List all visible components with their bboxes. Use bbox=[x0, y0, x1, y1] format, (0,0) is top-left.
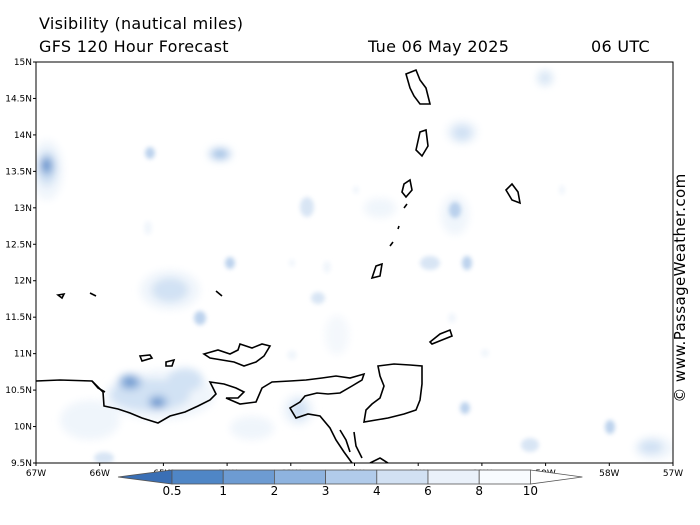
lat-tick-label: 11N bbox=[14, 350, 32, 360]
tobago-outline bbox=[428, 328, 453, 345]
aruba-outline bbox=[56, 292, 66, 300]
st-lucia-outline bbox=[415, 128, 429, 158]
orinoco-delta bbox=[339, 429, 363, 459]
grenadines bbox=[389, 203, 408, 247]
visibility-colorbar: 0.5 1 2 3 4 6 8 10 bbox=[117, 469, 583, 498]
bonaire-outline bbox=[165, 358, 176, 367]
lat-tick-label: 13N bbox=[14, 204, 32, 214]
colorbar-segment bbox=[376, 469, 429, 485]
trinidad-outline bbox=[363, 363, 423, 423]
colorbar-label: 6 bbox=[424, 484, 432, 498]
lat-tick-label: 14.5N bbox=[5, 94, 32, 104]
los-roques bbox=[89, 292, 97, 297]
margarita-outline bbox=[202, 342, 272, 367]
colorbar-segment bbox=[222, 469, 275, 485]
la-orchila bbox=[215, 290, 223, 297]
latitude-axis: 15N 14.5N 14N 13.5N 13N 12.5N 12N 11.5N 11N 10.5N… bbox=[5, 58, 36, 469]
visibility-shading bbox=[36, 70, 673, 463]
colorbar-label: 3 bbox=[322, 484, 330, 498]
lon-tick-label: 66W bbox=[90, 469, 110, 479]
colorbar-segment bbox=[478, 469, 531, 485]
paraguana-peninsula bbox=[91, 380, 106, 393]
lat-tick-label: 15N bbox=[14, 58, 32, 68]
colorbar-label: 0.5 bbox=[162, 484, 181, 498]
grenada-outline bbox=[370, 262, 384, 280]
barbados-outline bbox=[504, 182, 522, 205]
lat-tick-label: 10.5N bbox=[5, 386, 32, 396]
coastlines bbox=[36, 68, 522, 463]
colorbar-label: 4 bbox=[373, 484, 381, 498]
colorbar-label: 8 bbox=[475, 484, 483, 498]
lat-tick-label: 12N bbox=[14, 277, 32, 287]
colorbar-label: 10 bbox=[523, 484, 538, 498]
martinique-outline bbox=[405, 68, 432, 105]
colorbar-min-triangle bbox=[117, 469, 173, 485]
lat-tick-label: 9.5N bbox=[11, 459, 32, 469]
lat-tick-label: 13.5N bbox=[5, 167, 32, 177]
forecast-subtitle: GFS 120 Hour Forecast bbox=[39, 37, 229, 56]
colorbar-segment bbox=[427, 469, 480, 485]
lat-tick-label: 12.5N bbox=[5, 240, 32, 250]
lat-tick-label: 10N bbox=[14, 423, 32, 433]
forecast-time: 06 UTC bbox=[591, 37, 650, 56]
colorbar-max-triangle bbox=[530, 469, 583, 485]
map-title: Visibility (nautical miles) bbox=[39, 14, 244, 33]
colorbar-segment bbox=[171, 469, 224, 485]
lat-tick-label: 14N bbox=[14, 131, 32, 141]
lon-tick-label: 67W bbox=[26, 469, 46, 479]
lon-tick-label: 57W bbox=[663, 469, 683, 479]
st-vincent-outline bbox=[401, 178, 413, 199]
lon-tick-label: 58W bbox=[599, 469, 619, 479]
colorbar-label: 1 bbox=[219, 484, 227, 498]
curacao-outline bbox=[138, 354, 154, 362]
lat-tick-label: 11.5N bbox=[5, 313, 32, 323]
forecast-date: Tue 06 May 2025 bbox=[368, 37, 510, 56]
colorbar-label: 2 bbox=[271, 484, 279, 498]
venezuela-coast bbox=[36, 372, 389, 463]
colorbar-segment bbox=[273, 469, 326, 485]
colorbar-segment bbox=[325, 469, 378, 485]
